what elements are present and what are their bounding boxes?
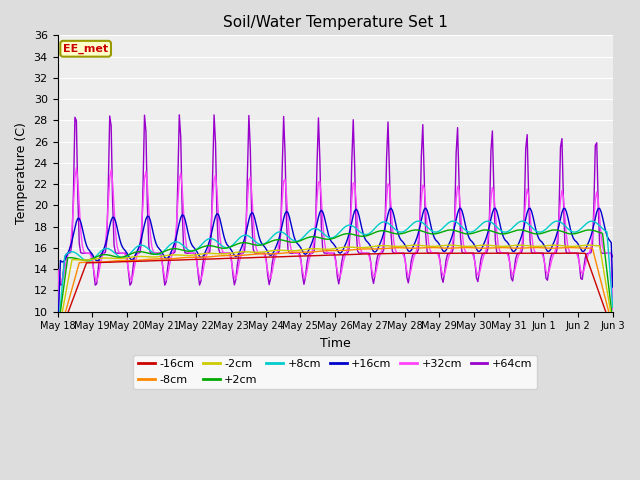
Y-axis label: Temperature (C): Temperature (C): [15, 122, 28, 225]
Title: Soil/Water Temperature Set 1: Soil/Water Temperature Set 1: [223, 15, 447, 30]
Legend: -16cm, -8cm, -2cm, +2cm, +8cm, +16cm, +32cm, +64cm: -16cm, -8cm, -2cm, +2cm, +8cm, +16cm, +3…: [133, 355, 537, 389]
Text: EE_met: EE_met: [63, 44, 108, 54]
X-axis label: Time: Time: [320, 337, 351, 350]
